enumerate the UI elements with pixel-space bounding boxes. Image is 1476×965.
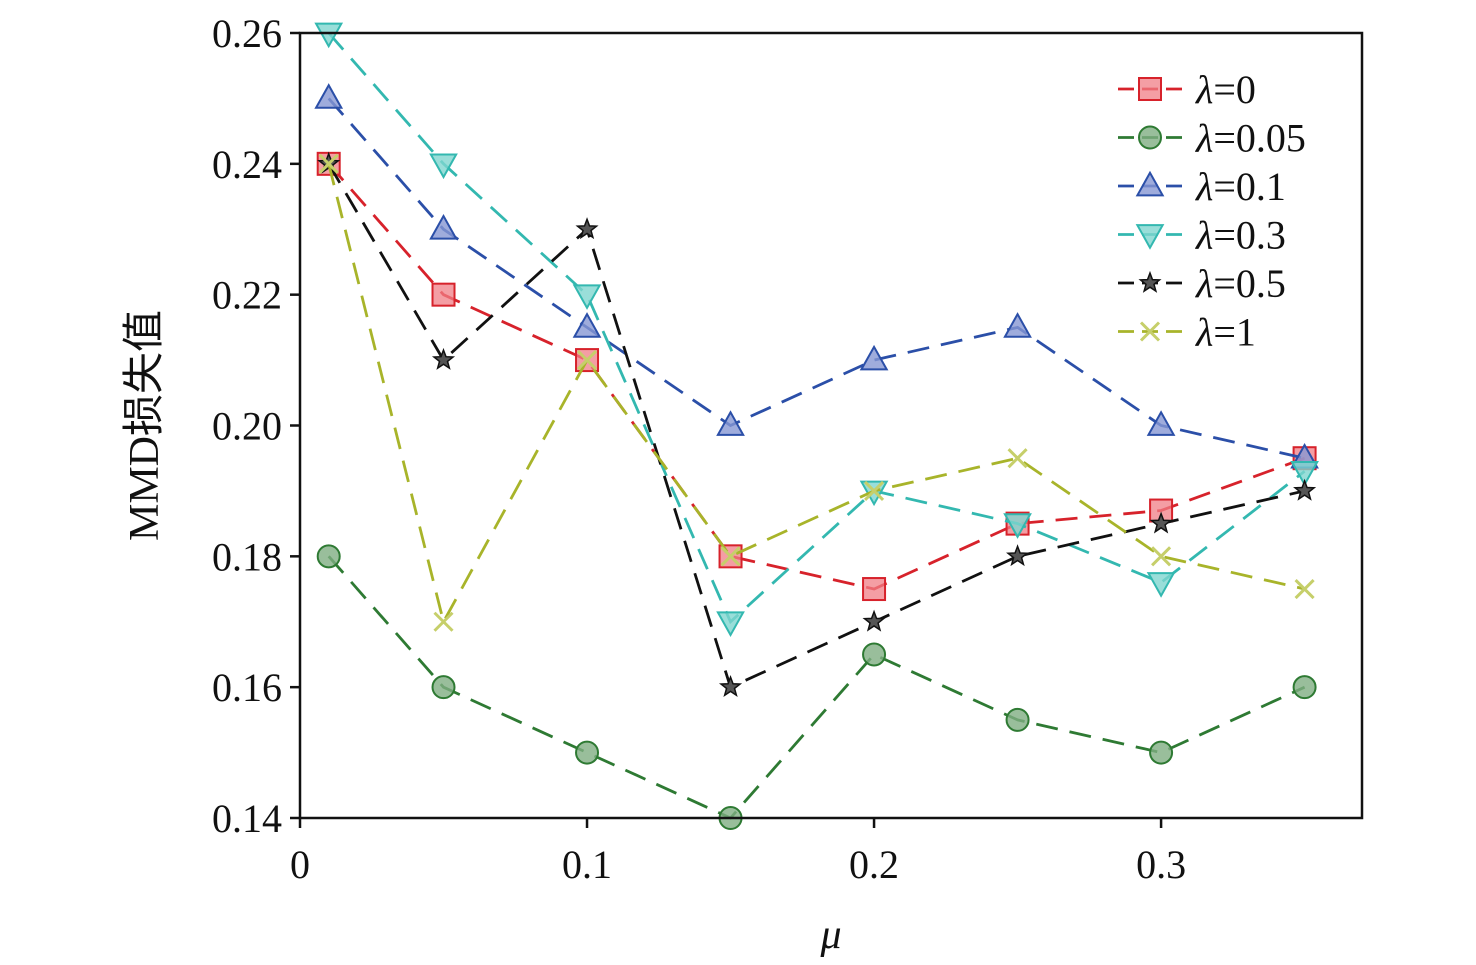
data-point: [1146, 410, 1176, 436]
series-line: [327, 32, 1306, 625]
data-point: [716, 410, 745, 436]
data-point: [1007, 448, 1028, 469]
series-line: [327, 162, 1306, 591]
legend-label: λ=0.1: [1195, 164, 1286, 209]
legend-label: λ=1: [1195, 310, 1256, 355]
data-point: [862, 642, 887, 667]
data-point: [862, 609, 886, 632]
data-point: [572, 284, 602, 310]
data-point: [431, 675, 456, 700]
x-axis-label: μ: [819, 912, 841, 958]
data-point: [862, 577, 887, 602]
data-point: [575, 740, 600, 765]
legend-marker: [1138, 270, 1162, 293]
data-point: [314, 83, 344, 109]
data-point: [1151, 546, 1172, 567]
data-point: [1003, 513, 1032, 539]
ticks-layer: 0 0.1 0.2 0.3 0.14 0.16 0.18 0.20 0.22 0.24 0.26: [212, 11, 1186, 887]
data-point: [429, 153, 458, 180]
y-tick-label: 0.16: [212, 665, 282, 710]
series-1: [316, 544, 1317, 830]
series-layer: [314, 22, 1319, 830]
legend-marker: [1138, 125, 1162, 150]
series-line: [327, 163, 1305, 626]
series-2: [314, 83, 1319, 469]
y-tick-label: 0.22: [212, 273, 282, 318]
data-point: [1006, 544, 1030, 567]
legend-label: λ=0.05: [1195, 116, 1306, 161]
data-point: [1293, 478, 1317, 501]
legend-marker: [1135, 224, 1165, 250]
data-point: [863, 480, 885, 501]
x-tick-label: 0.3: [1136, 842, 1186, 887]
data-point: [433, 611, 454, 632]
legend-label: λ=0: [1195, 67, 1256, 112]
series-line: [327, 555, 1306, 820]
data-point: [431, 347, 456, 370]
data-point: [431, 282, 456, 307]
x-tick-label: 0.2: [849, 842, 899, 887]
data-point: [1005, 707, 1030, 732]
data-point: [575, 217, 599, 240]
data-point: [1149, 511, 1173, 534]
data-point: [718, 675, 743, 697]
series-5: [318, 153, 1315, 632]
y-tick-label: 0.14: [212, 796, 282, 841]
data-point: [859, 344, 889, 371]
legend-entry: λ=0.1: [1118, 164, 1286, 209]
data-point: [1149, 740, 1174, 765]
x-tick-label: 0: [290, 842, 310, 887]
data-point: [316, 544, 341, 569]
data-point: [314, 22, 344, 49]
y-tick-label: 0.18: [212, 534, 282, 579]
data-point: [1294, 578, 1315, 600]
x-tick-label: 0.1: [562, 842, 612, 887]
legend-entry: λ=0.5: [1118, 261, 1286, 306]
series-line: [327, 163, 1305, 690]
legend-entry: λ=0: [1118, 67, 1256, 112]
data-point: [576, 350, 598, 371]
data-point: [572, 312, 602, 338]
series-3: [314, 22, 1319, 637]
legend-entry: λ=1: [1118, 310, 1256, 355]
data-point: [720, 546, 741, 567]
data-point: [1003, 312, 1032, 338]
data-point: [318, 153, 339, 174]
series-line: [327, 97, 1305, 460]
legend-marker: [1139, 321, 1161, 342]
y-tick-label: 0.26: [212, 11, 282, 56]
data-point: [1292, 675, 1317, 700]
y-tick-label: 0.20: [212, 404, 282, 449]
data-point: [716, 611, 745, 637]
data-point: [1290, 460, 1319, 487]
legend-marker: [1135, 170, 1165, 197]
legend-entry: λ=0.05: [1118, 116, 1306, 161]
y-axis-label: MMD损失值: [122, 310, 168, 541]
series-0: [316, 151, 1317, 602]
data-point: [1146, 572, 1176, 598]
legend-marker: [1138, 77, 1162, 101]
legend-entry: λ=0.3: [1118, 213, 1286, 258]
y-tick-label: 0.24: [212, 142, 282, 187]
legend-label: λ=0.5: [1195, 261, 1286, 306]
legend-label: λ=0.3: [1195, 213, 1286, 258]
data-point: [429, 214, 458, 240]
legend: λ=0λ=0.05λ=0.1λ=0.3λ=0.5λ=1: [1118, 67, 1306, 355]
